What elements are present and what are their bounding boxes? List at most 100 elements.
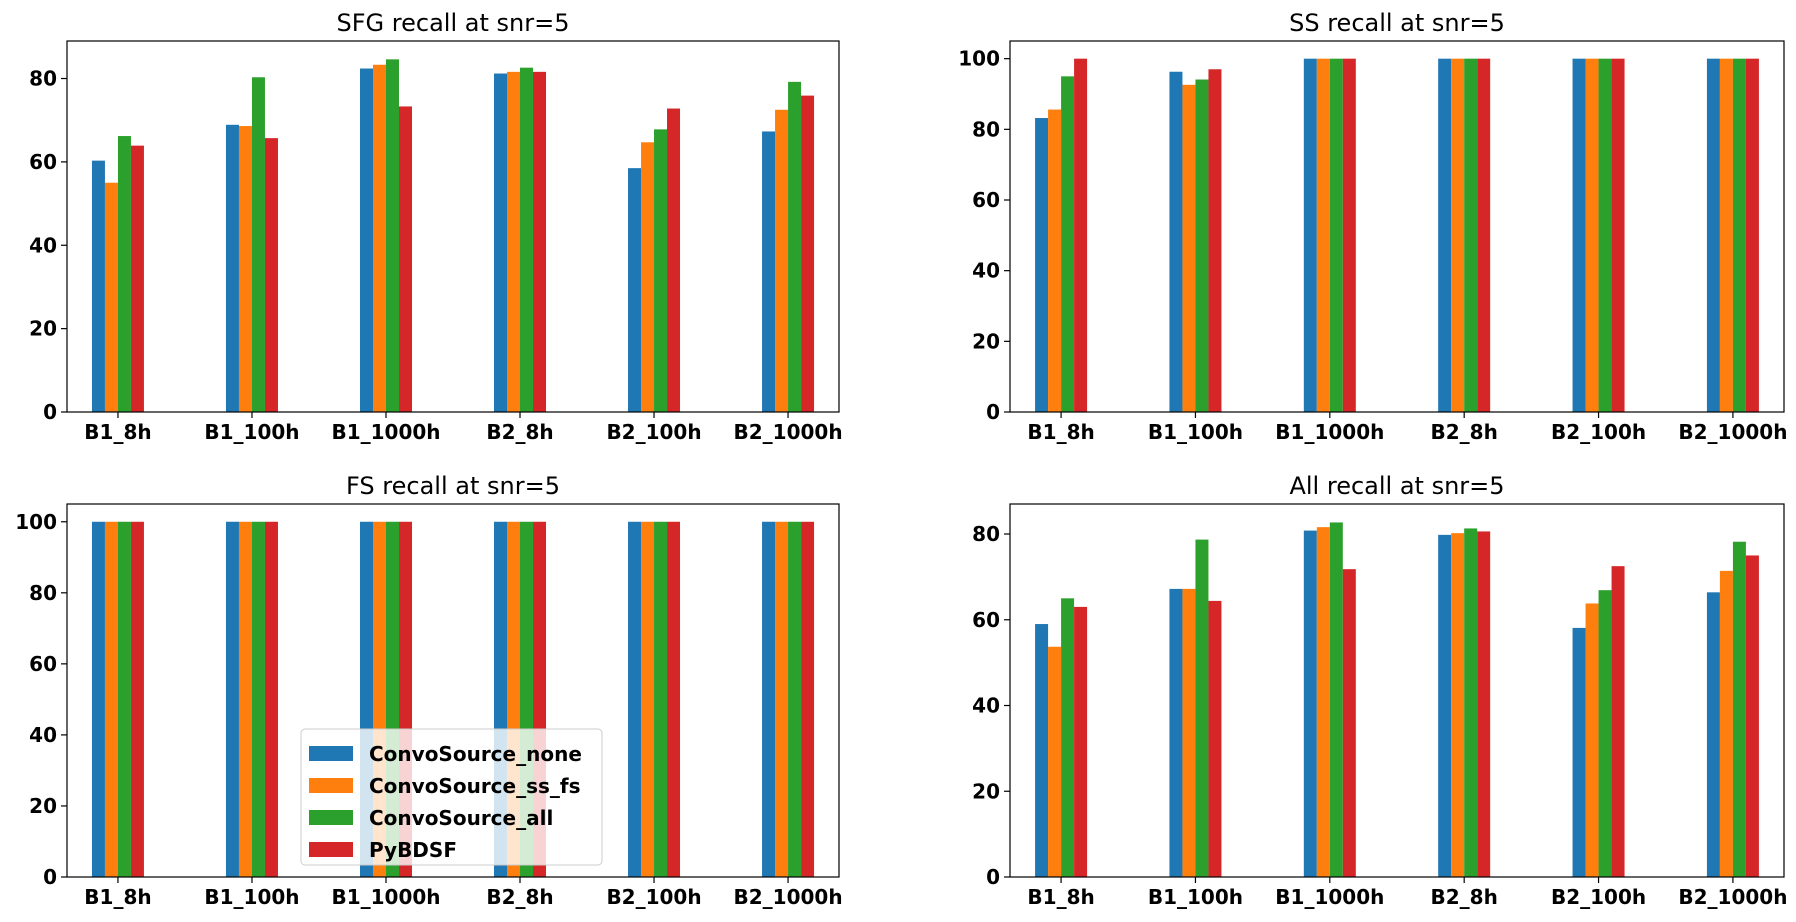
bar-convosource-ss-fs-b2-8h — [507, 71, 521, 412]
x-tick-label: B2_1000h — [734, 420, 843, 444]
x-tick-label: B1_100h — [1148, 420, 1243, 444]
x-tick-label: B1_1000h — [331, 420, 440, 444]
legend-swatch-convosource-none — [309, 746, 353, 761]
x-tick-label: B1_100h — [204, 420, 299, 444]
bar-convosource-ss-fs-b2-100h — [1585, 58, 1599, 413]
bar-convosource-all-b1-100h — [251, 521, 265, 877]
bar-convosource-none-b1-100h — [225, 521, 239, 877]
x-tick-label: B2_8h — [486, 420, 553, 444]
bar-convosource-all-b1-8h — [1061, 76, 1075, 412]
bar-convosource-none-b2-100h — [1572, 627, 1586, 877]
bar-convosource-ss-fs-b2-1000h — [1719, 570, 1733, 877]
y-tick-label: 100 — [958, 47, 1000, 71]
bar-convosource-all-b2-100h — [1598, 58, 1612, 413]
bar-pybdsf-b2-100h — [667, 521, 681, 877]
bar-pybdsf-b2-1000h — [1745, 555, 1759, 877]
bar-convosource-none-b1-100h — [1169, 71, 1183, 413]
bar-convosource-all-b1-1000h — [1329, 522, 1343, 877]
bar-convosource-all-b1-1000h — [1329, 58, 1343, 413]
bar-convosource-ss-fs-b2-100h — [641, 142, 655, 412]
y-tick-label: 60 — [29, 652, 57, 676]
panel-title: SS recall at snr=5 — [1289, 9, 1505, 37]
y-tick-label: 60 — [972, 608, 1000, 632]
y-tick-label: 40 — [29, 233, 57, 257]
bar-convosource-all-b2-8h — [520, 67, 534, 412]
bar-convosource-none-b2-1000h — [762, 521, 776, 877]
bar-convosource-ss-fs-b1-100h — [1182, 84, 1196, 413]
y-tick-label: 20 — [972, 329, 1000, 353]
bar-convosource-all-b2-8h — [1464, 58, 1478, 413]
x-tick-label: B2_8h — [1431, 885, 1498, 909]
bar-convosource-ss-fs-b2-1000h — [1719, 58, 1733, 413]
bar-convosource-all-b2-8h — [1464, 528, 1478, 877]
bar-pybdsf-b2-1000h — [1745, 58, 1759, 413]
bar-convosource-none-b2-1000h — [762, 131, 776, 412]
bar-convosource-none-b2-1000h — [1706, 58, 1720, 413]
bar-pybdsf-b2-1000h — [801, 95, 815, 413]
bar-convosource-all-b2-100h — [654, 129, 668, 412]
bar-convosource-ss-fs-b1-1000h — [1316, 58, 1330, 413]
bar-convosource-all-b1-8h — [117, 521, 131, 877]
x-tick-label: B1_8h — [84, 885, 151, 909]
bar-convosource-ss-fs-b2-1000h — [775, 521, 789, 877]
y-tick-label: 0 — [986, 865, 1000, 889]
y-tick-label: 40 — [972, 259, 1000, 283]
bar-convosource-ss-fs-b1-100h — [238, 126, 252, 412]
plot-frame — [66, 40, 840, 413]
legend-label-convosource-none: ConvoSource_none — [369, 742, 582, 766]
bar-convosource-none-b2-100h — [628, 521, 642, 877]
bar-convosource-ss-fs-b1-1000h — [372, 64, 386, 412]
bar-pybdsf-b1-100h — [264, 138, 278, 413]
y-tick-label: 20 — [972, 779, 1000, 803]
y-tick-label: 80 — [29, 581, 57, 605]
bar-pybdsf-b1-8h — [1074, 58, 1088, 413]
x-tick-label: B2_1000h — [1678, 420, 1787, 444]
y-tick-label: 60 — [972, 188, 1000, 212]
bar-convosource-all-b1-1000h — [385, 59, 399, 412]
bar-convosource-ss-fs-b1-8h — [104, 182, 118, 412]
bar-convosource-all-b2-1000h — [1732, 541, 1746, 877]
bar-convosource-ss-fs-b2-100h — [641, 521, 655, 877]
bar-pybdsf-b2-8h — [1477, 531, 1491, 877]
bar-convosource-none-b1-100h — [1169, 588, 1183, 877]
x-tick-label: B1_1000h — [1275, 885, 1384, 909]
y-tick-label: 40 — [972, 694, 1000, 718]
bar-convosource-none-b1-100h — [225, 124, 239, 412]
bar-convosource-ss-fs-b1-100h — [1182, 588, 1196, 877]
bar-convosource-none-b1-8h — [91, 521, 105, 877]
bar-convosource-ss-fs-b1-8h — [1048, 109, 1062, 413]
x-tick-label: B1_1000h — [331, 885, 440, 909]
x-tick-label: B2_8h — [1431, 420, 1498, 444]
x-tick-label: B2_100h — [606, 885, 701, 909]
bar-convosource-all-b2-1000h — [788, 521, 802, 877]
x-tick-label: B2_8h — [486, 885, 553, 909]
bar-convosource-ss-fs-b2-100h — [1585, 603, 1599, 877]
bar-convosource-none-b2-8h — [1438, 58, 1452, 413]
x-tick-label: B1_1000h — [1275, 420, 1384, 444]
legend-label-convosource-ss-fs: ConvoSource_ss_fs — [369, 774, 581, 798]
x-tick-label: B2_1000h — [1678, 885, 1787, 909]
bar-pybdsf-b1-1000h — [1342, 58, 1356, 413]
y-tick-label: 20 — [29, 317, 57, 341]
bar-pybdsf-b1-8h — [130, 521, 144, 877]
legend-frame — [300, 728, 603, 866]
legend-label-convosource-all: ConvoSource_all — [369, 806, 553, 830]
bar-convosource-ss-fs-b2-8h — [1451, 533, 1465, 877]
bar-convosource-all-b2-1000h — [788, 81, 802, 412]
bar-convosource-ss-fs-b1-8h — [1048, 646, 1062, 877]
panel-all-recall: 0 20 40 60 80 B1_8h B1_100h B1_1000h B2_8h B2_100… — [972, 472, 1787, 909]
bar-convosource-all-b2-100h — [1598, 590, 1612, 877]
y-tick-label: 60 — [29, 150, 57, 174]
x-tick-label: B1_100h — [1148, 885, 1243, 909]
bar-convosource-none-b1-1000h — [1303, 58, 1317, 413]
x-tick-label: B2_1000h — [734, 885, 843, 909]
bar-pybdsf-b2-100h — [1611, 566, 1625, 877]
bar-convosource-all-b1-8h — [117, 136, 131, 412]
y-tick-label: 20 — [29, 794, 57, 818]
y-tick-label: 80 — [972, 117, 1000, 141]
bar-convosource-ss-fs-b1-1000h — [1316, 527, 1330, 877]
bar-pybdsf-b1-100h — [1208, 69, 1222, 413]
y-tick-label: 100 — [15, 510, 57, 534]
bar-convosource-none-b2-100h — [628, 168, 642, 412]
